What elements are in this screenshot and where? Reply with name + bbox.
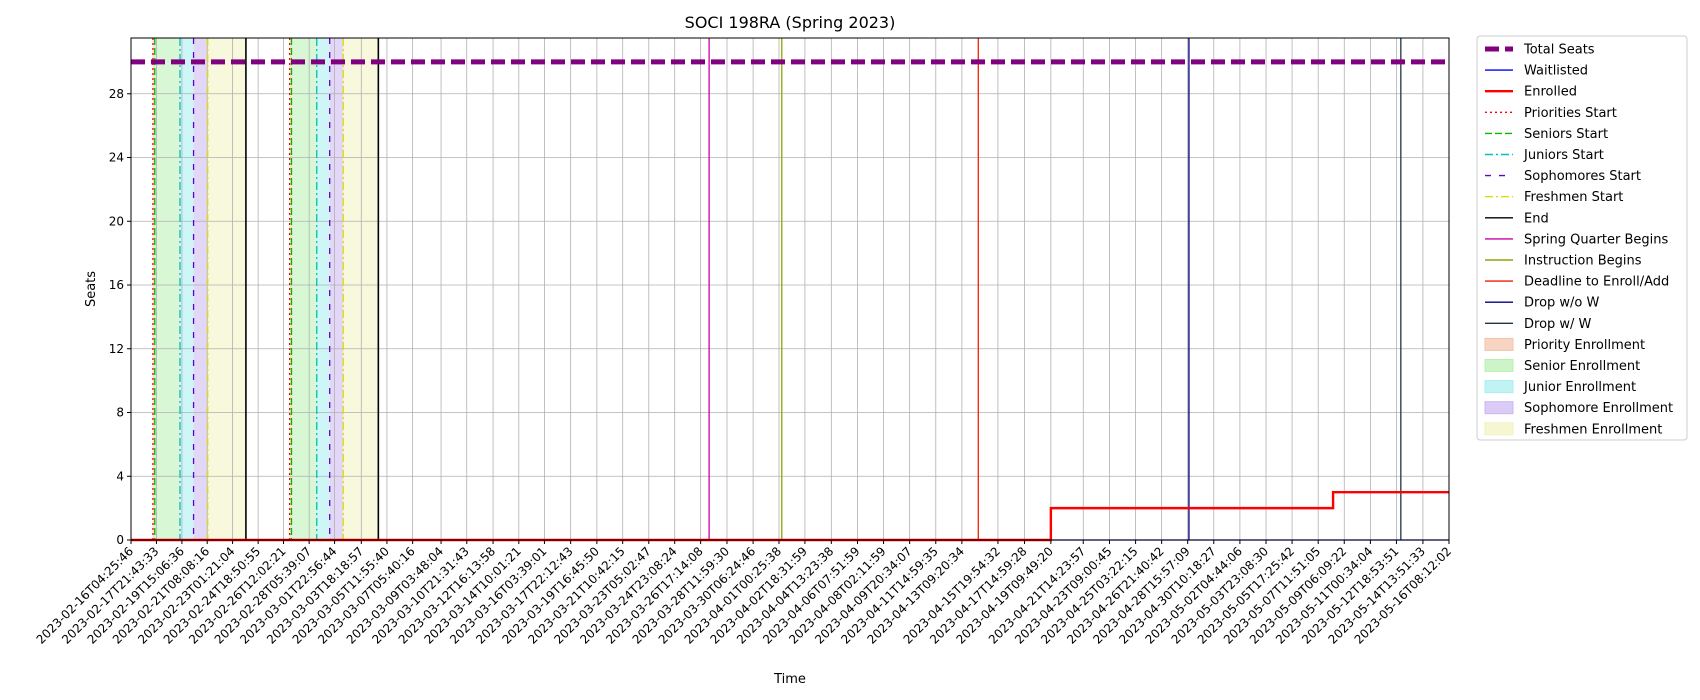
event-lines	[152, 38, 1402, 540]
chart-title: SOCI 198RA (Spring 2023)	[685, 13, 896, 32]
plot-frame	[130, 37, 1450, 541]
y-tick-label: 28	[109, 87, 124, 101]
y-axis-ticks: 0 4 8 12 16 20 24 28	[109, 87, 131, 547]
priority-enrollment-band	[152, 38, 155, 540]
legend-label-sophomores-start: Sophomores Start	[1524, 169, 1641, 184]
senior-enrollment-band	[154, 38, 181, 540]
legend-label-freshmen-start: Freshmen Start	[1524, 190, 1623, 205]
legend-swatch-senior-enrollment	[1484, 359, 1514, 372]
priority-enrollment-band	[289, 38, 292, 540]
sophomore-enrollment-band	[329, 38, 344, 540]
y-tick-label: 16	[109, 278, 124, 292]
legend-frame	[1476, 35, 1688, 441]
enrollment-period-shading	[152, 38, 379, 540]
junior-enrollment-band	[316, 38, 330, 540]
y-tick-label: 8	[116, 406, 124, 420]
legend-label-seniors-start: Seniors Start	[1524, 127, 1608, 142]
sophomore-enrollment-band	[193, 38, 208, 540]
legend: Total Seats Waitlisted Enrolled Priorities …	[1476, 35, 1688, 441]
legend-label-total-seats: Total Seats	[1523, 43, 1595, 58]
y-tick-label: 20	[109, 214, 124, 228]
legend-label-instruction-begins: Instruction Begins	[1524, 254, 1642, 269]
legend-swatch-sophomore-enrollment	[1484, 401, 1514, 415]
y-axis-title: Seats	[84, 271, 99, 307]
y-tick-label: 12	[109, 342, 124, 356]
freshmen-enrollment-band	[207, 38, 246, 540]
legend-label-spring-quarter-begins: Spring Quarter Begins	[1524, 232, 1668, 247]
legend-label-end: End	[1524, 211, 1549, 226]
legend-label-priority-enrollment: Priority Enrollment	[1524, 338, 1645, 353]
legend-label-drop-w-w: Drop w/ W	[1524, 317, 1592, 332]
y-tick-label: 24	[109, 151, 124, 165]
x-axis-title: Time	[773, 672, 806, 687]
legend-label-priorities-start: Priorities Start	[1524, 106, 1617, 121]
y-tick-label: 0	[116, 533, 124, 547]
legend-label-enrolled: Enrolled	[1524, 85, 1577, 100]
x-axis-ticks: 2023-02-16T04:25:462023-02-17T21:43:3320…	[34, 540, 1454, 647]
legend-label-freshmen-enrollment: Freshmen Enrollment	[1524, 422, 1662, 437]
grid	[130, 38, 1450, 541]
freshmen-enrollment-band	[343, 38, 379, 540]
senior-enrollment-band	[291, 38, 317, 540]
legend-label-deadline-to-enroll-add: Deadline to Enroll/Add	[1524, 275, 1669, 290]
legend-swatch-freshmen-enrollment	[1484, 422, 1514, 436]
legend-swatch-junior-enrollment	[1484, 380, 1514, 394]
legend-swatch-priority-enrollment	[1484, 337, 1514, 351]
junior-enrollment-band	[180, 38, 194, 540]
legend-label-sophomore-enrollment: Sophomore Enrollment	[1524, 401, 1673, 416]
legend-label-juniors-start: Juniors Start	[1523, 148, 1604, 163]
legend-label-senior-enrollment: Senior Enrollment	[1524, 359, 1640, 374]
legend-label-waitlisted: Waitlisted	[1524, 64, 1588, 79]
y-tick-label: 4	[116, 469, 124, 483]
legend-label-junior-enrollment: Junior Enrollment	[1523, 380, 1636, 395]
legend-label-drop-w-o-w: Drop w/o W	[1524, 296, 1600, 311]
